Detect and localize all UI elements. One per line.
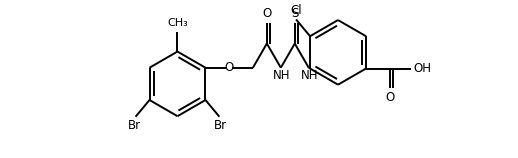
Text: O: O [225,61,234,74]
Text: Br: Br [214,119,227,132]
Text: O: O [262,7,271,20]
Text: Cl: Cl [290,3,302,17]
Text: O: O [385,91,394,104]
Text: Br: Br [127,119,141,132]
Text: OH: OH [413,62,431,75]
Text: CH₃: CH₃ [167,18,188,28]
Text: NH: NH [273,69,290,82]
Text: NH: NH [301,69,318,82]
Text: S: S [291,7,298,20]
